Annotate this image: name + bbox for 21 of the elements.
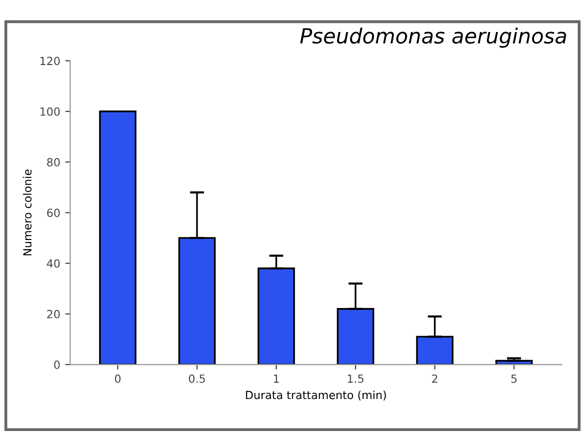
- bar: [99, 110, 136, 365]
- bar: [336, 308, 374, 365]
- y-axis-title: Numero colonie: [22, 170, 32, 256]
- chart-title: Pseudomonas aeruginosa: [300, 28, 566, 48]
- y-tick-label: 100: [40, 107, 60, 116]
- x-tick-label: 0: [114, 374, 121, 383]
- y-tick-label: 120: [40, 56, 60, 66]
- y-tick-label: 80: [47, 158, 60, 166]
- y-tick-label: 0: [54, 360, 60, 369]
- x-tick-label: 1: [274, 374, 279, 383]
- bar: [178, 237, 216, 365]
- bar: [258, 268, 295, 365]
- x-tick-label: 1.5: [348, 374, 364, 383]
- x-axis-title: Durata trattamento (min): [246, 390, 386, 400]
- x-tick-label: 0.5: [188, 374, 205, 383]
- bar: [416, 336, 454, 365]
- x-tick-label: 2: [432, 374, 438, 383]
- y-tick-label: 60: [47, 208, 60, 218]
- x-tick-label: 5: [511, 374, 517, 383]
- y-tick-label: 20: [47, 310, 60, 318]
- y-tick-label: 40: [46, 259, 60, 268]
